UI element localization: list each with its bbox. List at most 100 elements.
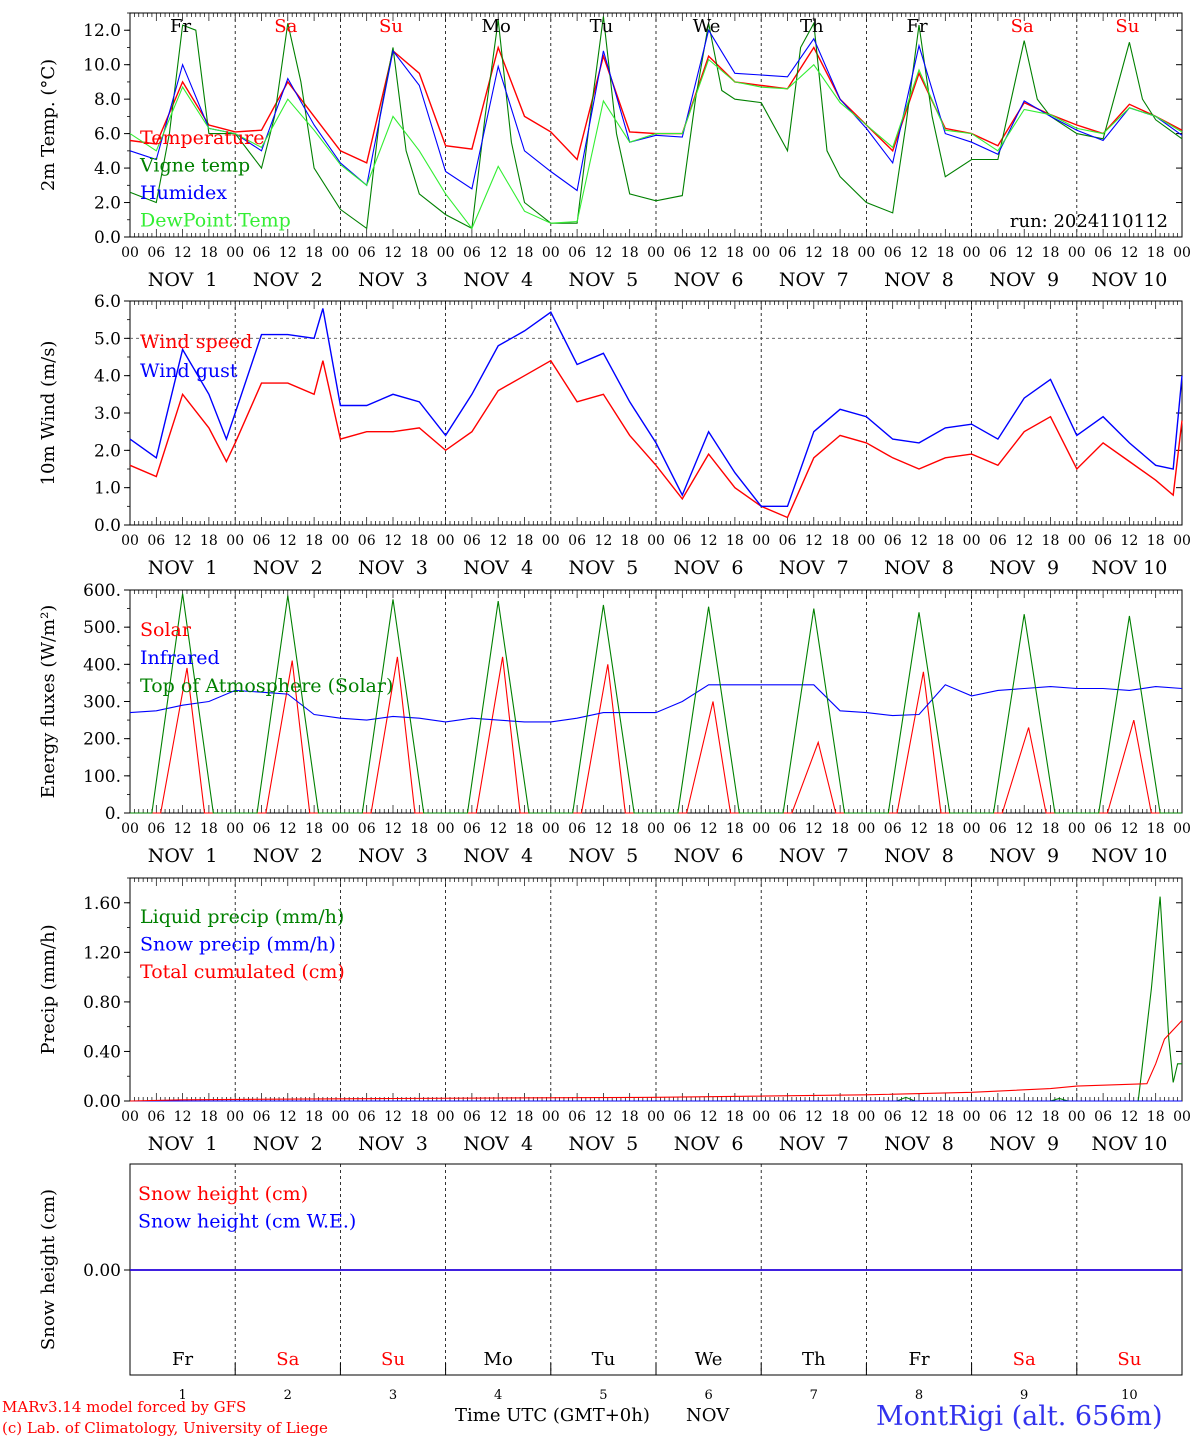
hour-label: 12 [700,245,718,261]
day-label: Tu [590,16,614,37]
y-axis-label: 10m Wind (m/s) [38,341,59,486]
hour-label: 06 [358,821,376,837]
y-tick-label: 0.0 [94,516,121,536]
y-tick-label: 1.20 [83,943,121,963]
y-tick-label: 3.0 [94,404,121,424]
hour-label: 06 [253,533,271,549]
hour-label: 00 [226,533,244,549]
hour-label: 06 [253,245,271,261]
hour-label: 18 [936,533,954,549]
y-tick-label: 500. [83,618,121,638]
y-tick-label: 8.0 [94,90,121,110]
hour-label: 18 [726,1109,744,1125]
hour-label: 18 [305,821,323,837]
hour-label: 00 [1068,245,1086,261]
day-label: Mo [482,16,511,37]
date-label: NOV 4 [463,557,533,579]
day-label: Su [1117,1349,1141,1370]
hour-label: 00 [857,533,875,549]
hour-label: 18 [410,245,428,261]
hour-label: 18 [516,245,534,261]
hour-label: 00 [963,245,981,261]
date-label: NOV 8 [884,557,954,579]
hour-label: 06 [779,1109,797,1125]
hour-label: 12 [1120,245,1138,261]
hour-label: 00 [226,1109,244,1125]
y-tick-label: 0.0 [94,228,121,248]
hour-label: 06 [1094,533,1112,549]
date-label: NOV 8 [884,269,954,291]
hour-label: 12 [594,821,612,837]
hour-label: 12 [1120,821,1138,837]
hour-label: 00 [1068,1109,1086,1125]
legend-label: Temperature [140,127,264,149]
y-tick-label: 0. [105,804,121,824]
y-tick-label: 12.0 [83,21,121,41]
y-tick-label: 2.0 [94,441,121,461]
hour-label: 18 [305,533,323,549]
date-label: NOV 6 [674,269,744,291]
date-label: NOV 9 [989,1133,1059,1155]
day-number-label: 2 [284,1388,292,1403]
date-label: NOV 4 [463,1133,533,1155]
hour-label: 00 [437,1109,455,1125]
legend-label: Total cumulated (cm) [140,961,345,983]
hour-label: 18 [1042,821,1060,837]
day-label: Sa [1013,1349,1036,1370]
hour-label: 12 [384,533,402,549]
date-label: NOV 7 [779,1133,849,1155]
hour-label: 06 [779,533,797,549]
hour-label: 06 [884,821,902,837]
hour-label: 12 [805,821,823,837]
series-line [129,58,1183,230]
hour-label: 06 [989,821,1007,837]
hour-label: 00 [963,533,981,549]
y-axis-label: Snow height (cm) [38,1189,59,1350]
legend-label: Wind speed [140,331,252,353]
hour-label: 18 [831,1109,849,1125]
y-tick-label: 100. [83,767,121,787]
y-tick-label: 200. [83,730,121,750]
date-label: NOV 5 [569,845,639,867]
hour-label: 06 [1094,1109,1112,1125]
hour-label: 12 [594,1109,612,1125]
hour-label: 00 [647,245,665,261]
legend-label: Infrared [140,647,220,669]
hour-label: 12 [805,533,823,549]
hour-label: 12 [700,533,718,549]
date-label: NOV 2 [253,1133,323,1155]
hour-label: 18 [936,1109,954,1125]
day-label: Fr [906,16,927,37]
date-label: NOV 2 [253,269,323,291]
day-label: Su [379,16,403,37]
y-tick-label: 0.80 [83,993,121,1013]
hour-label: 00 [647,821,665,837]
series-line [129,16,1183,230]
series-line [129,684,1183,723]
hour-label: 12 [1015,533,1033,549]
hour-label: 00 [857,245,875,261]
hour-label: 18 [621,821,639,837]
hour-label: 18 [621,1109,639,1125]
date-label: NOV 6 [674,557,744,579]
hour-label: 12 [174,533,192,549]
hour-label: 06 [884,245,902,261]
hour-label: 00 [963,821,981,837]
day-label: Th [800,16,824,37]
hour-label: 06 [673,821,691,837]
legend-label: Vigne temp [139,155,250,177]
date-label: NOV 5 [569,269,639,291]
hour-label: 12 [910,1109,928,1125]
hour-label: 12 [1015,245,1033,261]
hour-label: 18 [410,533,428,549]
hour-label: 18 [831,245,849,261]
date-label: NOV 1 [148,269,218,291]
hour-label: 12 [1120,533,1138,549]
hour-label: 06 [253,821,271,837]
series-line [129,308,1183,507]
hour-label: 06 [989,1109,1007,1125]
day-label: Su [381,1349,405,1370]
hour-label: 00 [752,821,770,837]
y-tick-label: 0.00 [83,1261,121,1281]
day-number-label: 9 [1020,1388,1028,1403]
